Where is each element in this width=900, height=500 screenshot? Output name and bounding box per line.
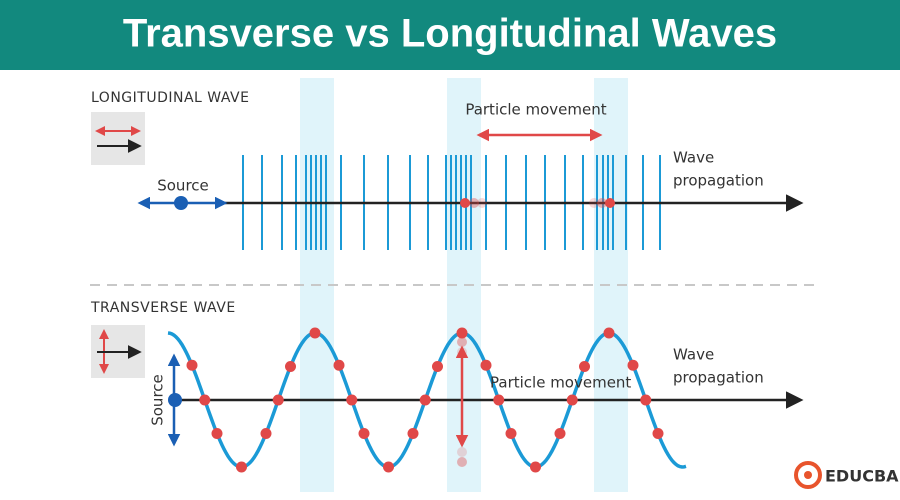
particle [186, 359, 198, 371]
particle [603, 327, 615, 339]
particle [505, 428, 517, 439]
particle [554, 428, 566, 439]
particles [186, 327, 664, 473]
source-dot [168, 393, 182, 407]
particle [456, 327, 468, 339]
particle [346, 394, 358, 406]
logo-icon [794, 461, 822, 489]
particle [383, 461, 394, 473]
particle [627, 359, 639, 371]
particle [605, 198, 615, 208]
source-dot [174, 196, 188, 210]
particle [333, 359, 345, 371]
particle [211, 428, 223, 439]
particle-label: Particle movement [490, 374, 631, 392]
particle [285, 361, 296, 372]
header-bar [0, 0, 900, 70]
particle [640, 394, 652, 406]
particle [260, 428, 272, 439]
particle [566, 394, 578, 406]
propagation-label: Wave [673, 346, 714, 364]
section-label: TRANSVERSE WAVE [90, 300, 236, 316]
icon-box [91, 112, 145, 165]
particle [652, 428, 664, 439]
section-label: LONGITUDINAL WAVE [91, 90, 249, 106]
propagation-label: propagation [673, 172, 764, 190]
particle [236, 461, 247, 473]
source-label: Source [149, 374, 167, 426]
logo-text: EDUCBA [825, 467, 899, 486]
propagation-label: propagation [673, 369, 764, 387]
title: Transverse vs Longitudinal Waves [123, 12, 777, 56]
particle [419, 394, 431, 406]
particle [480, 359, 492, 371]
particle [579, 361, 590, 372]
particle [407, 428, 419, 439]
particle [493, 394, 505, 406]
particle [358, 428, 370, 439]
propagation-label: Wave [673, 149, 714, 167]
particle [309, 327, 321, 339]
particle-label: Particle movement [465, 101, 606, 119]
source-label: Source [157, 177, 209, 195]
particle [199, 394, 211, 406]
particle [432, 361, 443, 372]
particle [460, 198, 470, 208]
particle [530, 461, 541, 473]
particle [272, 394, 284, 406]
